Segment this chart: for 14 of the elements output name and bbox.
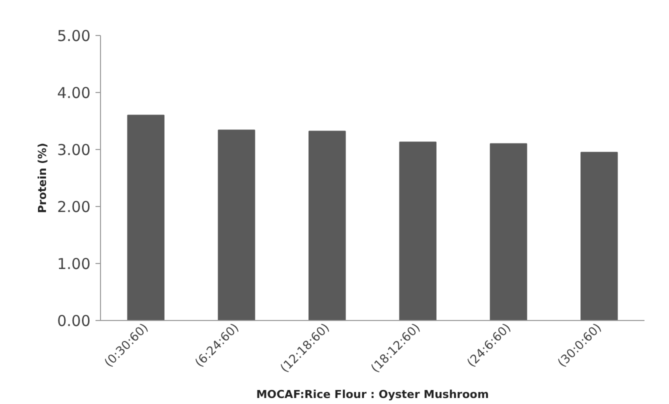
bar [490, 143, 528, 320]
y-tick-label: 2.00 [57, 198, 91, 216]
bar [127, 114, 164, 320]
y-tick-label: 5.00 [57, 27, 91, 45]
bar [580, 152, 618, 320]
bar [308, 130, 346, 320]
y-tick-label: 3.00 [57, 141, 91, 159]
y-tick-label: 1.00 [57, 255, 91, 273]
x-axis-title: MOCAF:Rice Flour : Oyster Mushroom [256, 388, 489, 402]
y-tick-label: 0.00 [57, 312, 91, 330]
y-axis-title: Protein (%) [36, 142, 50, 214]
bar [218, 130, 256, 320]
y-tick-label: 4.00 [57, 84, 91, 102]
bar [399, 142, 436, 320]
